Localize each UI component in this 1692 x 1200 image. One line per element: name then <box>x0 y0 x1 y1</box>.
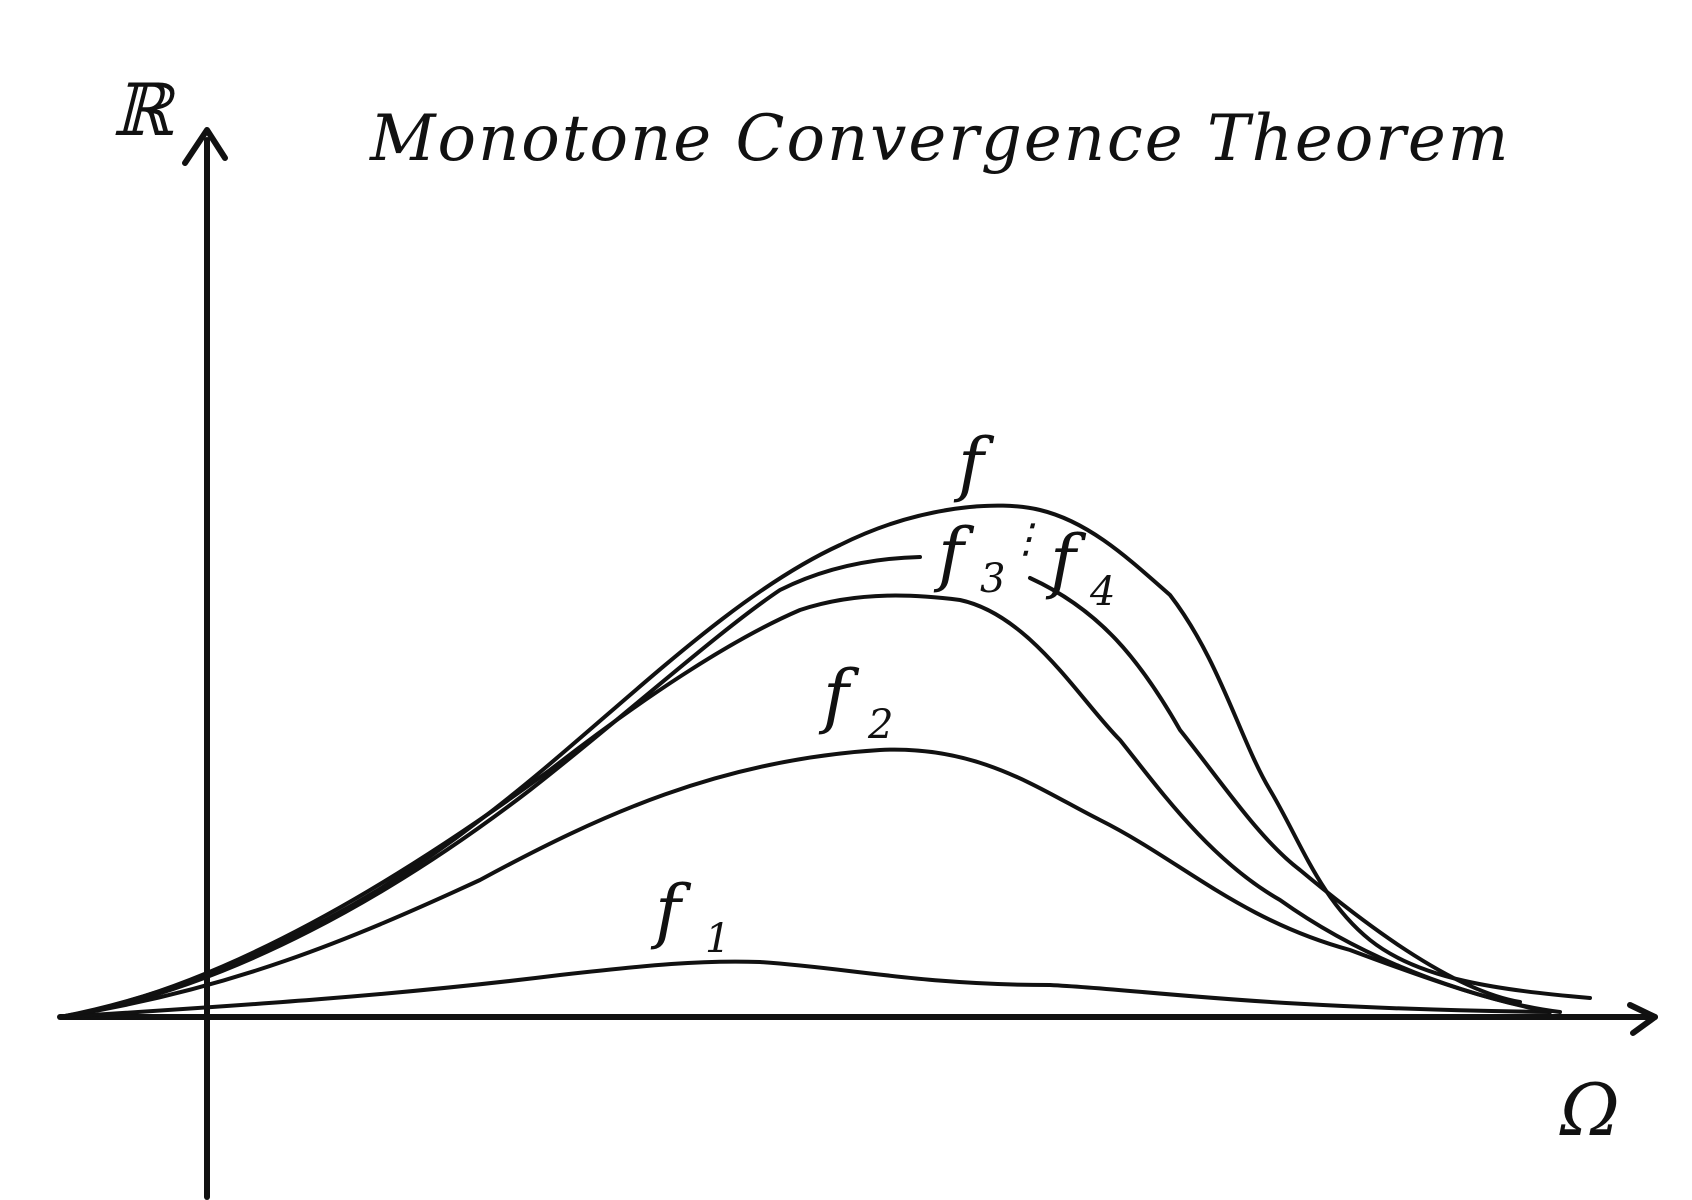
curve-f1 <box>58 959 1552 1019</box>
x-axis-arrowhead <box>1627 1002 1658 1036</box>
label-f4-base: f <box>1045 520 1087 602</box>
label-f: f <box>953 423 995 505</box>
label-f1-index: 1 <box>705 916 730 962</box>
y-axis-arrowhead <box>182 127 228 166</box>
label-f-base: f <box>953 423 995 505</box>
label-f1-base: f <box>650 870 692 952</box>
label-f2: f 2 <box>818 655 893 748</box>
label-f3-index: 3 <box>980 556 1005 602</box>
label-f2-base: f <box>818 655 860 737</box>
curve-f4 <box>58 555 1522 1019</box>
x-axis: Ω <box>57 1002 1658 1152</box>
label-f3: f 3 <box>933 513 1005 602</box>
label-f3-base: f <box>933 513 975 595</box>
label-f2-index: 2 <box>867 702 893 748</box>
curve-labels: f 1 f 2 f 3 ⋮ f 4 f <box>650 423 1115 962</box>
curve-f <box>58 503 1592 1019</box>
diagram-title: Monotone Convergence Theorem <box>369 102 1510 176</box>
y-axis: ℝ <box>112 68 228 1200</box>
curve-f2 <box>58 747 1562 1019</box>
curves <box>58 503 1592 1019</box>
x-axis-label: Ω <box>1559 1068 1620 1152</box>
curve-f3 <box>58 593 1552 1019</box>
label-f4: f 4 <box>1045 520 1115 615</box>
label-f1: f 1 <box>650 870 730 962</box>
label-f4-index: 4 <box>1089 569 1115 615</box>
y-axis-label: ℝ <box>112 68 176 152</box>
label-ellipsis: ⋮ <box>1006 516 1046 562</box>
